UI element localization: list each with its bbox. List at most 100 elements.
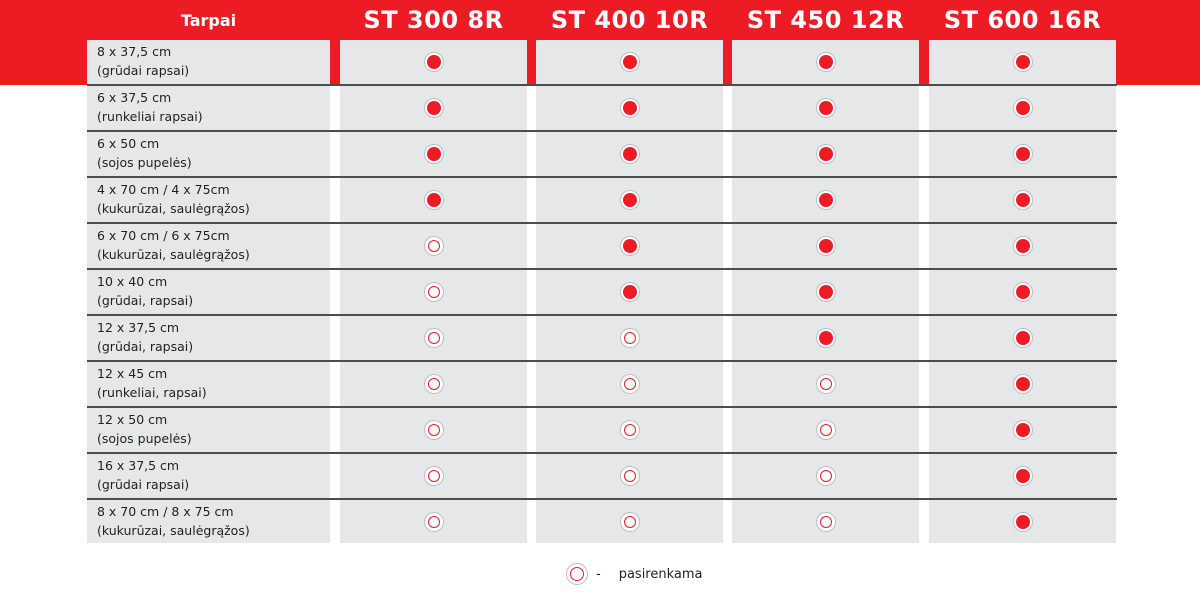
- row-label: 6 x 37,5 cm (runkeliai rapsai): [97, 88, 327, 126]
- table-cell: [340, 40, 527, 84]
- table-cell: [340, 500, 527, 544]
- table-cell: [536, 362, 723, 406]
- table-cell: [536, 40, 723, 84]
- table-cell: [929, 454, 1116, 498]
- row-label-crops: (sojos pupelės): [97, 155, 192, 170]
- row-label-crops: (grūdai rapsai): [97, 477, 190, 492]
- optional-circle-icon: [423, 512, 444, 532]
- row-label-spacing: 6 x 37,5 cm: [97, 90, 172, 105]
- header-model-2: ST 400 10R: [550, 6, 709, 34]
- optional-circle-icon: [423, 466, 444, 486]
- row-label-spacing: 6 x 70 cm / 6 x 75cm: [97, 228, 230, 243]
- header-model-4: ST 600 16R: [943, 6, 1102, 34]
- row-label: 16 x 37,5 cm (grūdai rapsai): [97, 456, 327, 494]
- standard-dot-icon: [1012, 144, 1033, 164]
- standard-dot-icon: [1012, 282, 1033, 302]
- optional-circle-icon: [815, 466, 836, 486]
- table-row: 6 x 70 cm / 6 x 75cm (kukurūzai, saulėgrą…: [87, 224, 1117, 270]
- standard-dot-icon: [423, 52, 444, 72]
- optional-circle-icon: [815, 374, 836, 394]
- header-model-1: ST 300 8R: [363, 6, 504, 34]
- row-label-spacing: 16 x 37,5 cm: [97, 458, 180, 473]
- standard-dot-icon: [1012, 328, 1033, 348]
- table-row: 8 x 70 cm / 8 x 75 cm (kukurūzai, saulėgr…: [87, 500, 1117, 544]
- standard-dot-icon: [619, 144, 640, 164]
- table-cell: [340, 132, 527, 176]
- table-cell: [929, 316, 1116, 360]
- table-cell: [340, 178, 527, 222]
- table-cell: [340, 362, 527, 406]
- header-label: Tarpai: [180, 10, 237, 30]
- table-cell: [732, 270, 919, 314]
- optional-circle-icon: [619, 420, 640, 440]
- optional-circle-icon: [423, 374, 444, 394]
- row-label: 6 x 70 cm / 6 x 75cm (kukurūzai, saulėgrą…: [97, 226, 327, 264]
- standard-dot-icon: [619, 52, 640, 72]
- optional-circle-icon: [619, 512, 640, 532]
- optional-circle-icon: [619, 466, 640, 486]
- table-cell: [536, 270, 723, 314]
- table-cell: [732, 132, 919, 176]
- standard-dot-icon: [815, 282, 836, 302]
- row-label-spacing: 12 x 37,5 cm: [97, 320, 180, 335]
- table-cell: [929, 132, 1116, 176]
- row-label-spacing: 12 x 50 cm: [97, 412, 168, 427]
- standard-dot-icon: [1012, 190, 1033, 210]
- standard-dot-icon: [619, 282, 640, 302]
- table-cell: [929, 86, 1116, 130]
- table-cell: [536, 132, 723, 176]
- standard-dot-icon: [815, 98, 836, 118]
- standard-dot-icon: [1012, 512, 1033, 532]
- row-label-spacing: 4 x 70 cm / 4 x 75cm: [97, 182, 230, 197]
- table-cell: [536, 86, 723, 130]
- row-label-crops: (grūdai, rapsai): [97, 339, 194, 354]
- row-label: 10 x 40 cm (grūdai, rapsai): [97, 272, 327, 310]
- optional-circle-icon: [619, 374, 640, 394]
- label-column: [87, 40, 330, 543]
- optional-circle-icon: [619, 328, 640, 348]
- row-label-crops: (grūdai, rapsai): [97, 293, 194, 308]
- table-cell: [340, 86, 527, 130]
- standard-dot-icon: [619, 190, 640, 210]
- standard-dot-icon: [1012, 466, 1033, 486]
- table-cell: [929, 500, 1116, 544]
- row-label: 8 x 70 cm / 8 x 75 cm (kukurūzai, saulėgr…: [97, 502, 327, 540]
- optional-circle-icon: [423, 420, 444, 440]
- optional-circle-icon: [423, 282, 444, 302]
- row-label: 6 x 50 cm (sojos pupelės): [97, 134, 327, 172]
- table-cell: [536, 454, 723, 498]
- table-cell: [732, 408, 919, 452]
- spacing-table: 8 x 37,5 cm (grūdai rapsai) 6 x 37,5 cm (ru…: [87, 40, 1117, 544]
- table-row: 4 x 70 cm / 4 x 75cm (kukurūzai, saulėgrą…: [87, 178, 1117, 224]
- table-cell: [732, 178, 919, 222]
- standard-dot-icon: [815, 236, 836, 256]
- table-row: 10 x 40 cm (grūdai, rapsai): [87, 270, 1117, 316]
- table-cell: [536, 408, 723, 452]
- row-label-spacing: 8 x 37,5 cm: [97, 44, 172, 59]
- optional-circle-icon: [566, 563, 588, 585]
- table-cell: [929, 408, 1116, 452]
- standard-dot-icon: [815, 190, 836, 210]
- standard-dot-icon: [423, 98, 444, 118]
- legend-dash: -: [596, 566, 601, 582]
- table-cell: [536, 178, 723, 222]
- standard-dot-icon: [619, 236, 640, 256]
- table-cell: [340, 408, 527, 452]
- row-label-crops: (runkeliai rapsai): [97, 109, 203, 124]
- table-cell: [929, 40, 1116, 84]
- standard-dot-icon: [1012, 52, 1033, 72]
- table-cell: [732, 454, 919, 498]
- table-cell: [340, 316, 527, 360]
- row-label-crops: (runkeliai, rapsai): [97, 385, 207, 400]
- row-label-crops: (sojos pupelės): [97, 431, 192, 446]
- standard-dot-icon: [1012, 420, 1033, 440]
- row-label-crops: (grūdai rapsai): [97, 63, 190, 78]
- table-cell: [536, 224, 723, 268]
- table-cell: [536, 316, 723, 360]
- table-cell: [732, 362, 919, 406]
- optional-circle-icon: [815, 420, 836, 440]
- standard-dot-icon: [619, 98, 640, 118]
- row-label: 8 x 37,5 cm (grūdai rapsai): [97, 42, 327, 80]
- table-row: 6 x 50 cm (sojos pupelės): [87, 132, 1117, 178]
- standard-dot-icon: [815, 52, 836, 72]
